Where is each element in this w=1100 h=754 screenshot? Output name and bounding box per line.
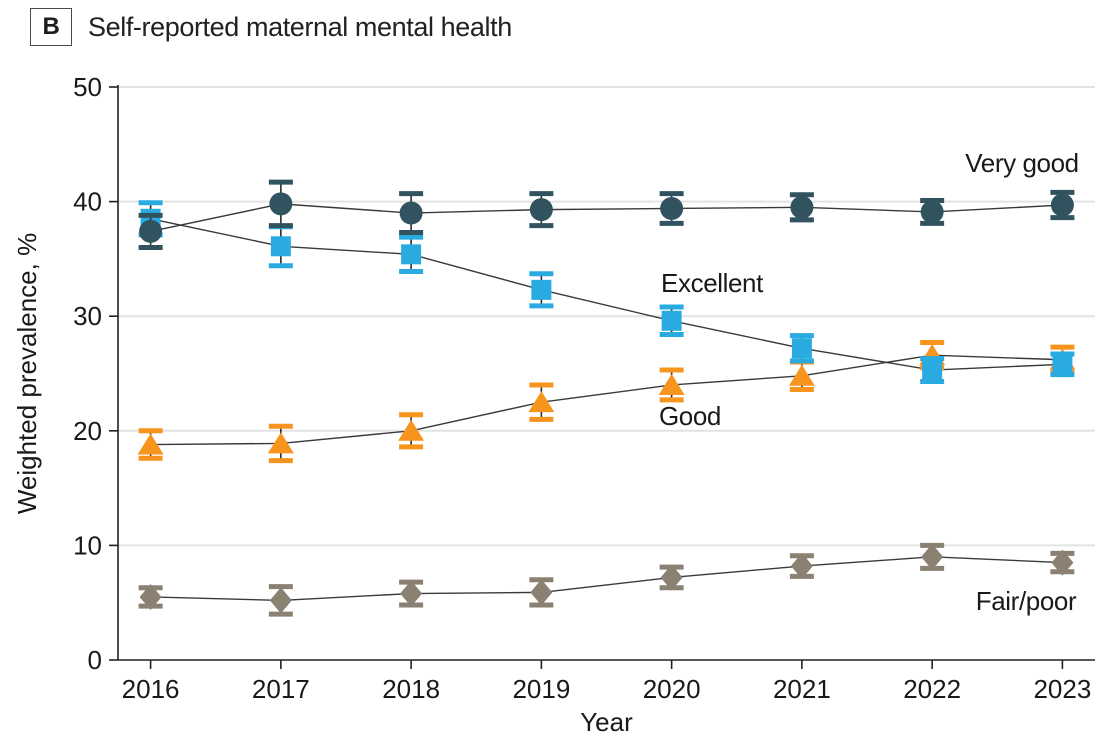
x-tick-label: 2018: [382, 674, 440, 704]
panel-label: B: [42, 13, 60, 40]
data-point-triangle: [137, 433, 164, 455]
series-line-excellent: [150, 218, 1063, 371]
series-label-very_good: Very good: [965, 148, 1079, 178]
series-line-very_good: [150, 203, 1063, 233]
y-axis-label: Weighted prevalence, %: [12, 233, 42, 514]
figure-header: B Self-reported maternal mental health: [0, 0, 1100, 56]
data-point-circle: [529, 198, 553, 222]
x-tick-label: 2016: [122, 674, 180, 704]
data-point-triangle: [267, 432, 294, 454]
data-point-diamond: [921, 543, 944, 570]
data-point-square: [270, 236, 291, 257]
data-point-diamond: [530, 579, 553, 606]
series-label-fair_poor: Fair/poor: [976, 586, 1077, 616]
series-line-good: [150, 354, 1063, 446]
series-fair_poor: Fair/poor: [138, 542, 1077, 617]
y-tick-label: 20: [73, 416, 102, 446]
y-tick-label: 0: [88, 645, 102, 675]
data-point-square: [791, 338, 812, 359]
data-point-diamond: [269, 587, 292, 614]
gridlines: [118, 86, 1095, 547]
x-tick-label: 2022: [903, 674, 961, 704]
data-point-circle: [139, 219, 163, 243]
panel-title: Self-reported maternal mental health: [88, 11, 512, 42]
x-tick-label: 2019: [512, 674, 570, 704]
data-point-circle: [399, 201, 423, 225]
y-tick-label: 10: [73, 530, 102, 560]
x-tick-label: 2023: [1033, 674, 1091, 704]
x-tick-label: 2020: [643, 674, 701, 704]
data-point-triangle: [528, 391, 555, 413]
x-tick-label: 2021: [773, 674, 831, 704]
axes: 0 10 20 30 40 50 2016 2017 2018 2019 2020 2021 2022 2…: [73, 72, 1095, 704]
series-line-fair_poor: [150, 556, 1063, 602]
y-tick-label: 40: [73, 187, 102, 217]
data-point-circle: [920, 200, 944, 224]
data-point-square: [531, 279, 552, 300]
data-point-circle: [660, 196, 684, 220]
data-point-diamond: [660, 564, 683, 591]
data-point-square: [401, 244, 422, 265]
x-axis-label: Year: [580, 707, 633, 737]
data-point-square: [922, 360, 943, 381]
y-tick-label: 30: [73, 301, 102, 331]
data-point-triangle: [398, 419, 425, 441]
data-point-diamond: [790, 553, 813, 580]
data-point-circle: [790, 195, 814, 219]
data-point-diamond: [400, 580, 423, 607]
y-tick-label: 50: [73, 72, 102, 102]
data-point-circle: [1050, 193, 1074, 217]
data-point-square: [1052, 354, 1073, 375]
data-point-triangle: [658, 373, 685, 395]
series-label-excellent: Excellent: [661, 268, 764, 298]
data-point-triangle: [788, 364, 815, 386]
series-label-good: Good: [659, 401, 721, 431]
panel-label-box: B: [30, 8, 72, 46]
data-point-diamond: [1051, 549, 1074, 576]
data-point-diamond: [139, 583, 162, 610]
data-point-square: [661, 310, 682, 331]
x-tick-label: 2017: [252, 674, 310, 704]
series-very_good: Very good: [138, 148, 1079, 250]
data-point-circle: [269, 192, 293, 216]
